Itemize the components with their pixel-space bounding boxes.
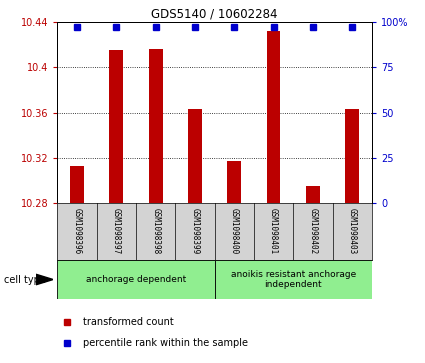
Text: GSM1098400: GSM1098400 [230,208,239,254]
Text: GSM1098403: GSM1098403 [348,208,357,254]
Text: anchorage dependent: anchorage dependent [86,275,186,284]
Bar [215,260,372,299]
Bar [110,50,123,203]
Text: GSM1098399: GSM1098399 [190,208,199,254]
Text: GSM1098397: GSM1098397 [112,208,121,254]
Text: anoikis resistant anchorage
independent: anoikis resistant anchorage independent [231,270,356,289]
Title: GDS5140 / 10602284: GDS5140 / 10602284 [151,8,278,21]
Text: GSM1098398: GSM1098398 [151,208,160,254]
Bar [227,161,241,203]
Bar [70,166,84,203]
Text: GSM1098396: GSM1098396 [73,208,82,254]
Bar [188,109,202,203]
Polygon shape [36,274,53,285]
Text: percentile rank within the sample: percentile rank within the sample [82,338,247,347]
Text: GSM1098402: GSM1098402 [309,208,317,254]
Bar [267,31,280,203]
Bar [346,109,359,203]
Text: transformed count: transformed count [82,317,173,327]
Text: cell type: cell type [4,274,46,285]
Bar [306,186,320,203]
Bar [149,49,162,203]
Text: GSM1098401: GSM1098401 [269,208,278,254]
Bar [57,260,215,299]
